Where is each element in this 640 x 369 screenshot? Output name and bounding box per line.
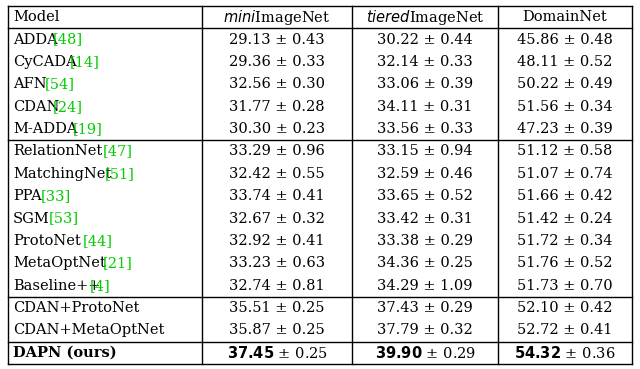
Text: DomainNet: DomainNet bbox=[523, 10, 607, 24]
Text: 52.10 ± 0.42: 52.10 ± 0.42 bbox=[517, 301, 612, 315]
Text: MatchingNet: MatchingNet bbox=[13, 167, 111, 181]
Text: 51.76 ± 0.52: 51.76 ± 0.52 bbox=[517, 256, 612, 270]
Text: 30.30 ± 0.23: 30.30 ± 0.23 bbox=[229, 122, 325, 136]
Text: [14]: [14] bbox=[70, 55, 100, 69]
Text: 32.92 ± 0.41: 32.92 ± 0.41 bbox=[229, 234, 324, 248]
Text: 50.22 ± 0.49: 50.22 ± 0.49 bbox=[517, 77, 613, 91]
Text: 32.59 ± 0.46: 32.59 ± 0.46 bbox=[377, 167, 473, 181]
Text: $\mathbf{39.90}$ ± 0.29: $\mathbf{39.90}$ ± 0.29 bbox=[374, 345, 476, 361]
Text: [51]: [51] bbox=[105, 167, 135, 181]
Text: 32.74 ± 0.81: 32.74 ± 0.81 bbox=[229, 279, 325, 293]
Text: MetaOptNet: MetaOptNet bbox=[13, 256, 106, 270]
Text: $\it{tiered}$ImageNet: $\it{tiered}$ImageNet bbox=[365, 8, 484, 27]
Text: 45.86 ± 0.48: 45.86 ± 0.48 bbox=[517, 32, 613, 46]
Text: 51.56 ± 0.34: 51.56 ± 0.34 bbox=[517, 100, 613, 114]
Text: [44]: [44] bbox=[83, 234, 113, 248]
Text: 33.56 ± 0.33: 33.56 ± 0.33 bbox=[377, 122, 473, 136]
Text: 51.07 ± 0.74: 51.07 ± 0.74 bbox=[517, 167, 612, 181]
Text: CDAN: CDAN bbox=[13, 100, 60, 114]
Text: 30.22 ± 0.44: 30.22 ± 0.44 bbox=[377, 32, 473, 46]
Text: [24]: [24] bbox=[53, 100, 83, 114]
Text: 34.11 ± 0.31: 34.11 ± 0.31 bbox=[378, 100, 473, 114]
Text: 29.13 ± 0.43: 29.13 ± 0.43 bbox=[229, 32, 325, 46]
Text: [33]: [33] bbox=[41, 189, 71, 203]
Text: Baseline++: Baseline++ bbox=[13, 279, 100, 293]
Text: SGM: SGM bbox=[13, 211, 50, 225]
Text: 32.14 ± 0.33: 32.14 ± 0.33 bbox=[377, 55, 473, 69]
Text: 35.87 ± 0.25: 35.87 ± 0.25 bbox=[229, 324, 325, 337]
Text: 32.42 ± 0.55: 32.42 ± 0.55 bbox=[229, 167, 325, 181]
Text: 35.51 ± 0.25: 35.51 ± 0.25 bbox=[229, 301, 324, 315]
Text: 52.72 ± 0.41: 52.72 ± 0.41 bbox=[517, 324, 612, 337]
Text: 51.66 ± 0.42: 51.66 ± 0.42 bbox=[517, 189, 613, 203]
Text: AFN: AFN bbox=[13, 77, 47, 91]
Text: 33.38 ± 0.29: 33.38 ± 0.29 bbox=[377, 234, 473, 248]
Text: 29.36 ± 0.33: 29.36 ± 0.33 bbox=[229, 55, 325, 69]
Text: 32.56 ± 0.30: 32.56 ± 0.30 bbox=[229, 77, 325, 91]
Text: CyCADA: CyCADA bbox=[13, 55, 77, 69]
Text: 31.77 ± 0.28: 31.77 ± 0.28 bbox=[229, 100, 325, 114]
Text: 37.43 ± 0.29: 37.43 ± 0.29 bbox=[377, 301, 473, 315]
Text: 51.73 ± 0.70: 51.73 ± 0.70 bbox=[517, 279, 613, 293]
Text: [21]: [21] bbox=[103, 256, 133, 270]
Text: [53]: [53] bbox=[49, 211, 79, 225]
Text: Model: Model bbox=[13, 10, 60, 24]
Text: ProtoNet: ProtoNet bbox=[13, 234, 81, 248]
Text: 34.29 ± 1.09: 34.29 ± 1.09 bbox=[377, 279, 473, 293]
Text: 32.67 ± 0.32: 32.67 ± 0.32 bbox=[229, 211, 325, 225]
Text: 33.06 ± 0.39: 33.06 ± 0.39 bbox=[377, 77, 473, 91]
Text: [48]: [48] bbox=[53, 32, 83, 46]
Text: DAPN (ours): DAPN (ours) bbox=[13, 346, 116, 360]
Text: 37.79 ± 0.32: 37.79 ± 0.32 bbox=[377, 324, 473, 337]
Text: 51.12 ± 0.58: 51.12 ± 0.58 bbox=[517, 144, 612, 158]
Text: CDAN+MetaOptNet: CDAN+MetaOptNet bbox=[13, 324, 164, 337]
Text: CDAN+ProtoNet: CDAN+ProtoNet bbox=[13, 301, 140, 315]
Text: $\it{mini}$ImageNet: $\it{mini}$ImageNet bbox=[223, 8, 331, 27]
Text: $\mathbf{54.32}$ ± 0.36: $\mathbf{54.32}$ ± 0.36 bbox=[515, 345, 616, 361]
Text: 33.74 ± 0.41: 33.74 ± 0.41 bbox=[229, 189, 325, 203]
Text: ADDA: ADDA bbox=[13, 32, 58, 46]
Text: 51.72 ± 0.34: 51.72 ± 0.34 bbox=[517, 234, 612, 248]
Text: 33.42 ± 0.31: 33.42 ± 0.31 bbox=[377, 211, 473, 225]
Text: [47]: [47] bbox=[103, 144, 133, 158]
Text: M-ADDA: M-ADDA bbox=[13, 122, 77, 136]
Text: RelationNet: RelationNet bbox=[13, 144, 102, 158]
Text: 51.42 ± 0.24: 51.42 ± 0.24 bbox=[517, 211, 612, 225]
Text: PPA: PPA bbox=[13, 189, 42, 203]
Text: 47.23 ± 0.39: 47.23 ± 0.39 bbox=[517, 122, 613, 136]
Text: [4]: [4] bbox=[90, 279, 111, 293]
Text: 33.29 ± 0.96: 33.29 ± 0.96 bbox=[229, 144, 325, 158]
Text: [19]: [19] bbox=[73, 122, 103, 136]
Text: $\mathbf{37.45}$ ± 0.25: $\mathbf{37.45}$ ± 0.25 bbox=[227, 345, 328, 361]
Text: 33.65 ± 0.52: 33.65 ± 0.52 bbox=[377, 189, 473, 203]
Text: 33.15 ± 0.94: 33.15 ± 0.94 bbox=[377, 144, 473, 158]
Text: 33.23 ± 0.63: 33.23 ± 0.63 bbox=[229, 256, 325, 270]
Text: 48.11 ± 0.52: 48.11 ± 0.52 bbox=[517, 55, 612, 69]
Text: 34.36 ± 0.25: 34.36 ± 0.25 bbox=[377, 256, 473, 270]
Text: [54]: [54] bbox=[45, 77, 75, 91]
